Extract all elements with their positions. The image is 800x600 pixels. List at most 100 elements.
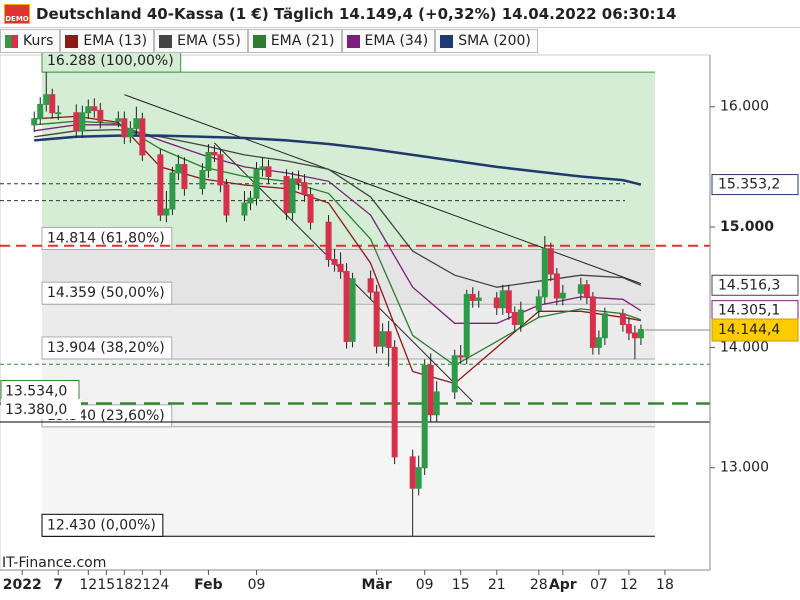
candle-body <box>415 467 422 489</box>
source-label: IT-Finance.com <box>2 555 106 571</box>
candle-body <box>433 391 440 416</box>
candle-body <box>451 355 458 393</box>
legend-item[interactable]: Kurs <box>0 29 61 53</box>
candle-body <box>97 109 104 122</box>
candle-body <box>91 106 98 111</box>
chart-title: Deutschland 40-Kassa (1 €) Täglich 14.14… <box>36 4 677 23</box>
fib-label-box <box>41 336 173 360</box>
candle-body <box>169 172 176 210</box>
candle-body <box>43 94 50 105</box>
fib-label-box <box>41 513 164 537</box>
legend-swatch <box>65 34 79 48</box>
candle-body <box>601 313 608 339</box>
demo-badge: DEMO <box>4 3 30 24</box>
x-tick-label: Feb <box>194 577 223 593</box>
candle-body <box>181 163 188 190</box>
indicator-line <box>34 124 642 324</box>
legend-swatch <box>346 34 360 48</box>
legend-label: Kurs <box>23 33 54 49</box>
x-tick-label: 15 <box>97 577 115 593</box>
candle-body <box>199 170 206 190</box>
y-tick-label: 13.000 <box>720 460 769 476</box>
candle-body <box>547 248 554 275</box>
candle-body <box>331 259 338 265</box>
fib-label: 16.288 (100,00%) <box>47 53 174 69</box>
candle-body <box>625 324 632 334</box>
legend-label: EMA (13) <box>83 33 148 49</box>
legend-item[interactable]: EMA (21) <box>247 29 342 53</box>
x-tick-label: 21 <box>488 577 506 593</box>
x-tick-label: Apr <box>549 577 577 593</box>
fib-label: 13.904 (38,20%) <box>47 340 165 356</box>
candle-body <box>421 364 428 469</box>
x-tick-label: 2022 <box>3 577 42 593</box>
candle-body <box>85 106 92 114</box>
candle-body <box>391 346 398 458</box>
candle-body <box>373 291 380 347</box>
header: DEMO Deutschland 40-Kassa (1 €) Täglich … <box>0 0 800 28</box>
candle-body <box>589 296 596 348</box>
candle-body <box>307 194 314 223</box>
candle-body <box>49 94 56 114</box>
candle-body <box>343 271 350 342</box>
candle-body <box>205 151 212 172</box>
candle-body <box>259 166 266 170</box>
candle-body <box>385 331 392 348</box>
candle-body <box>637 328 644 339</box>
fib-label-box <box>41 281 173 305</box>
fib-label: 14.359 (50,00%) <box>47 285 165 301</box>
y-tick-label: 16.000 <box>720 99 769 115</box>
y-tick-label: 14.000 <box>720 339 769 355</box>
candle-body <box>127 127 134 138</box>
x-tick-label: 21 <box>133 577 151 593</box>
x-tick-label: 12 <box>620 577 638 593</box>
legend-swatch <box>440 34 454 48</box>
legend-item[interactable]: SMA (200) <box>435 29 538 53</box>
last-value-label: 14.516,3 <box>718 277 780 293</box>
x-tick-label: 15 <box>452 577 470 593</box>
candle-body <box>253 168 260 199</box>
legend-swatch <box>159 34 173 48</box>
candle-body <box>493 297 500 309</box>
candle-body <box>223 184 230 216</box>
candle-body <box>295 178 302 184</box>
candle-body <box>409 456 416 489</box>
last-value-label: 14.305,1 <box>718 303 780 319</box>
candle-body <box>517 309 524 326</box>
candle-body <box>157 154 164 216</box>
candle-body <box>175 163 182 174</box>
legend-swatch <box>252 34 266 48</box>
last-price-label: 14.144,4 <box>718 322 780 338</box>
candle-body <box>511 312 518 326</box>
trendline <box>124 94 642 285</box>
candle-body <box>553 273 560 299</box>
indicator-line <box>34 134 642 186</box>
candle-body <box>283 176 290 214</box>
legend-item[interactable]: EMA (34) <box>341 29 436 53</box>
candle-body <box>265 166 272 178</box>
candle-body <box>535 296 542 311</box>
y-tick-label: 15.000 <box>720 219 774 235</box>
level-label: 13.380,0 <box>5 402 67 418</box>
legend-item[interactable]: EMA (13) <box>60 29 155 53</box>
candle-body <box>583 284 590 298</box>
candle-body <box>505 290 512 314</box>
candle-body <box>379 331 386 347</box>
fib-label-box <box>41 226 173 250</box>
legend-label: SMA (200) <box>458 33 531 49</box>
candle-body <box>139 118 146 156</box>
candle-body <box>217 154 224 186</box>
x-tick-label: 12 <box>79 577 97 593</box>
candle-body <box>619 313 626 326</box>
plot-area: 16.288 (100,00%) 14.814 (61,80%) 14.359 (5… <box>0 49 711 571</box>
candle-body <box>631 332 638 339</box>
candle-body <box>241 202 248 216</box>
x-tick-label: 18 <box>115 577 133 593</box>
candle-body <box>337 263 344 273</box>
legend-label: EMA (55) <box>177 33 241 49</box>
candle-body <box>559 292 566 299</box>
indicator-line <box>34 115 642 385</box>
legend-item[interactable]: EMA (55) <box>154 29 248 53</box>
x-tick-label: 7 <box>53 577 63 593</box>
